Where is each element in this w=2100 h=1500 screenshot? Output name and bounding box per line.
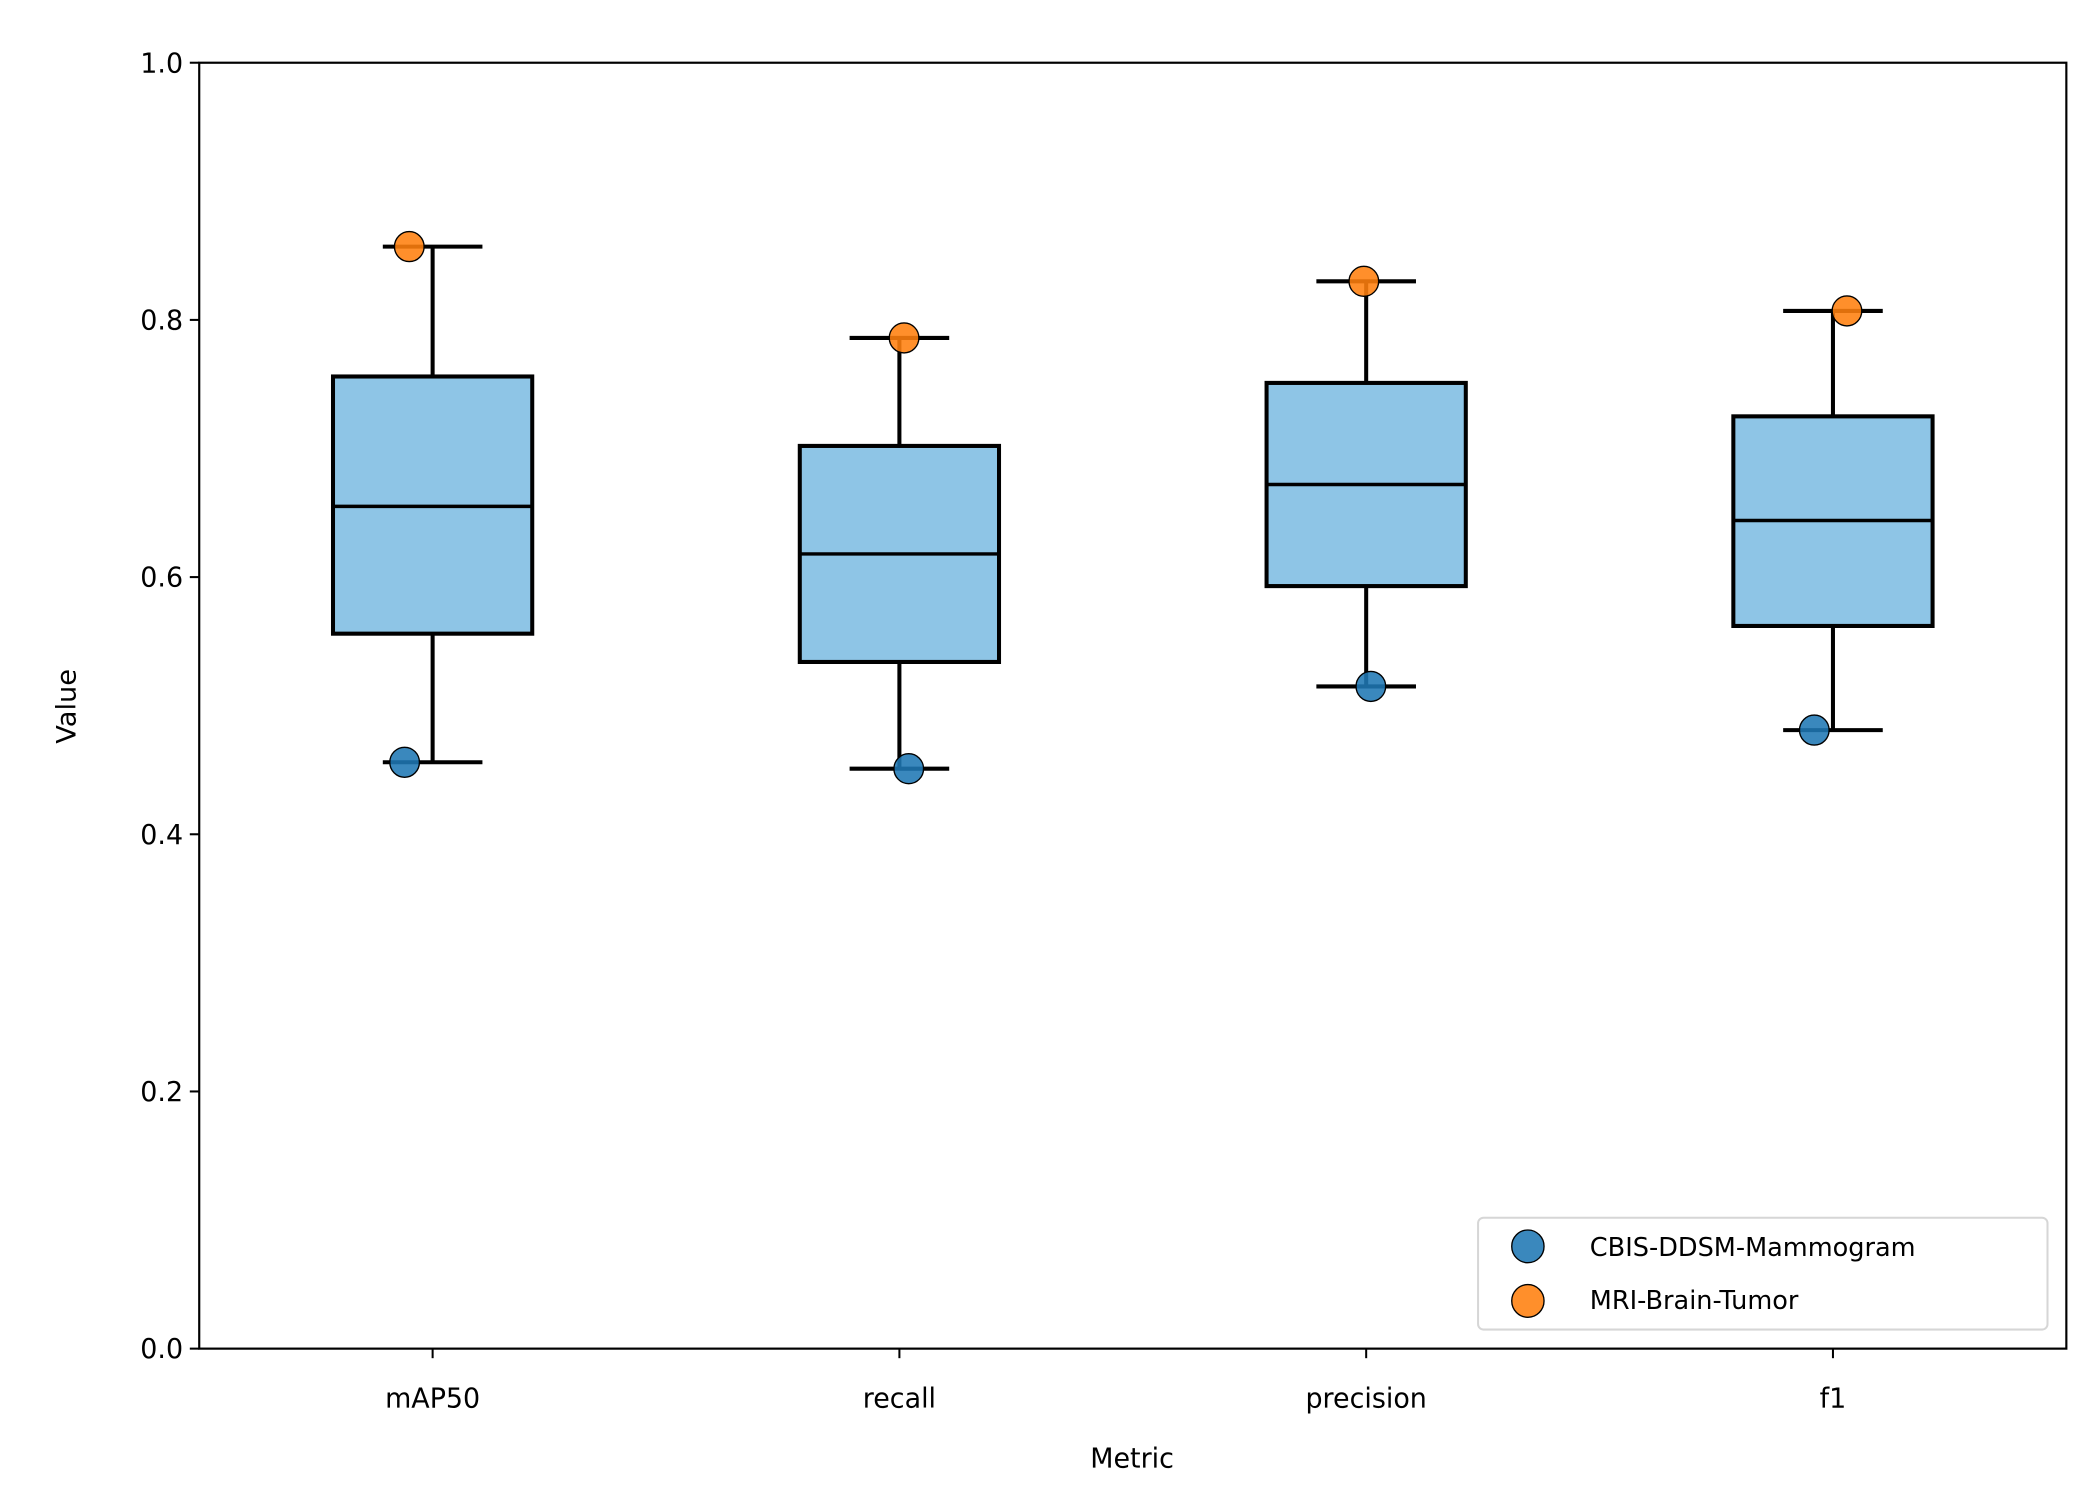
point-mri-mAP50 <box>393 230 425 263</box>
x-tick-label-precision: precision <box>1305 1383 1426 1414</box>
y-tick-label: 1.0 <box>140 48 183 79</box>
y-tick-label: 0.2 <box>140 1077 183 1108</box>
x-tick-label-f1: f1 <box>1820 1383 1847 1414</box>
y-tick-label: 0.0 <box>140 1334 183 1365</box>
plot-frame <box>198 61 2068 1350</box>
legend-label-cbis: CBIS-DDSM-Mammogram <box>1590 1233 1916 1263</box>
x-axis-label: Metric <box>1090 1443 1174 1474</box>
point-cbis-precision <box>1355 670 1387 703</box>
point-mri-precision <box>1348 265 1380 298</box>
x-tick-label-recall: recall <box>863 1383 936 1414</box>
legend-frame <box>1477 1216 2049 1331</box>
box-recall <box>797 335 1002 771</box>
legend-marker-cbis <box>1511 1229 1545 1264</box>
point-mri-f1 <box>1831 295 1863 327</box>
legend-marker-mri <box>1511 1283 1545 1318</box>
x-tick-label-mAP50: mAP50 <box>385 1383 480 1414</box>
box-mAP50 <box>330 244 535 765</box>
box-f1 <box>1731 308 1935 733</box>
point-cbis-recall <box>893 753 925 785</box>
point-cbis-f1 <box>1798 714 1830 746</box>
legend-label-mri: MRI-Brain-Tumor <box>1590 1286 1799 1316</box>
y-tick-label: 0.8 <box>140 305 183 336</box>
point-mri-recall <box>888 322 920 354</box>
y-tick-label: 0.6 <box>140 562 183 593</box>
box-precision <box>1264 279 1468 689</box>
y-tick-label: 0.4 <box>140 820 183 851</box>
point-cbis-mAP50 <box>389 746 421 778</box>
legend: CBIS-DDSM-Mammogram MRI-Brain-Tumor <box>1477 1216 2049 1331</box>
y-axis-label: Value <box>52 669 83 744</box>
